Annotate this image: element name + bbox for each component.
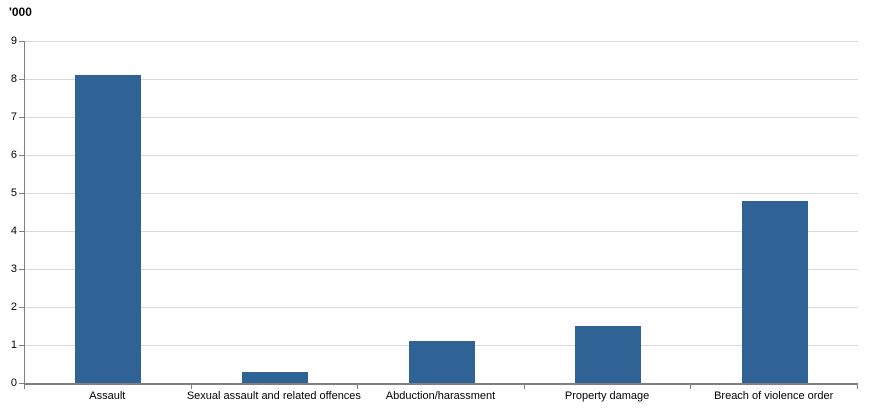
gridline bbox=[25, 79, 858, 80]
bar-property-damage bbox=[575, 326, 642, 383]
y-axis-tick bbox=[19, 231, 24, 232]
y-axis-tick-label: 2 bbox=[10, 301, 17, 313]
y-axis-tick bbox=[19, 155, 24, 156]
gridline bbox=[25, 193, 858, 194]
gridline bbox=[25, 231, 858, 232]
x-axis-category-label: Breach of violence order bbox=[714, 390, 834, 402]
y-axis-tick bbox=[19, 79, 24, 80]
y-axis-tick-label: 0 bbox=[10, 377, 17, 389]
y-axis-tick-label: 1 bbox=[10, 339, 17, 351]
x-axis-tick bbox=[690, 385, 692, 389]
y-axis-tick-label: 5 bbox=[10, 187, 17, 199]
y-axis-tick bbox=[19, 117, 24, 118]
x-axis-tick bbox=[523, 385, 525, 389]
x-axis-tick bbox=[857, 385, 858, 389]
y-axis-tick bbox=[19, 383, 24, 384]
y-axis-tick-label: 7 bbox=[10, 111, 17, 123]
y-axis-tick bbox=[19, 193, 24, 194]
y-axis-tick bbox=[19, 307, 24, 308]
bar-sexual-assault-and-related-offences bbox=[241, 371, 308, 383]
gridline bbox=[25, 155, 858, 156]
x-axis-category-label: Property damage bbox=[564, 390, 650, 402]
x-axis-category-label: Abduction/harassment bbox=[385, 390, 496, 402]
y-axis-tick-label: 9 bbox=[10, 35, 17, 47]
x-axis-category-label: Assault bbox=[89, 390, 126, 402]
gridline bbox=[25, 117, 858, 118]
x-axis-tick bbox=[357, 385, 359, 389]
y-axis-tick bbox=[19, 41, 24, 42]
gridline bbox=[25, 307, 858, 308]
gridline bbox=[25, 41, 858, 42]
y-axis-unit-label: '000 bbox=[9, 5, 32, 19]
x-axis-tick bbox=[24, 385, 25, 389]
x-axis-tick bbox=[190, 385, 192, 389]
y-axis-tick-label: 4 bbox=[10, 225, 17, 237]
bar-breach-of-violence-order bbox=[741, 200, 808, 383]
x-axis-category-label: Sexual assault and related offences bbox=[186, 390, 361, 402]
bar-assault bbox=[75, 75, 142, 383]
plot-area bbox=[24, 41, 858, 385]
y-axis-tick-label: 6 bbox=[10, 149, 17, 161]
bar-abduction-harassment bbox=[408, 341, 475, 383]
y-axis-tick bbox=[19, 269, 24, 270]
y-axis-tick-label: 3 bbox=[10, 263, 17, 275]
y-axis-tick bbox=[19, 345, 24, 346]
y-axis-tick-label: 8 bbox=[10, 73, 17, 85]
gridline bbox=[25, 269, 858, 270]
